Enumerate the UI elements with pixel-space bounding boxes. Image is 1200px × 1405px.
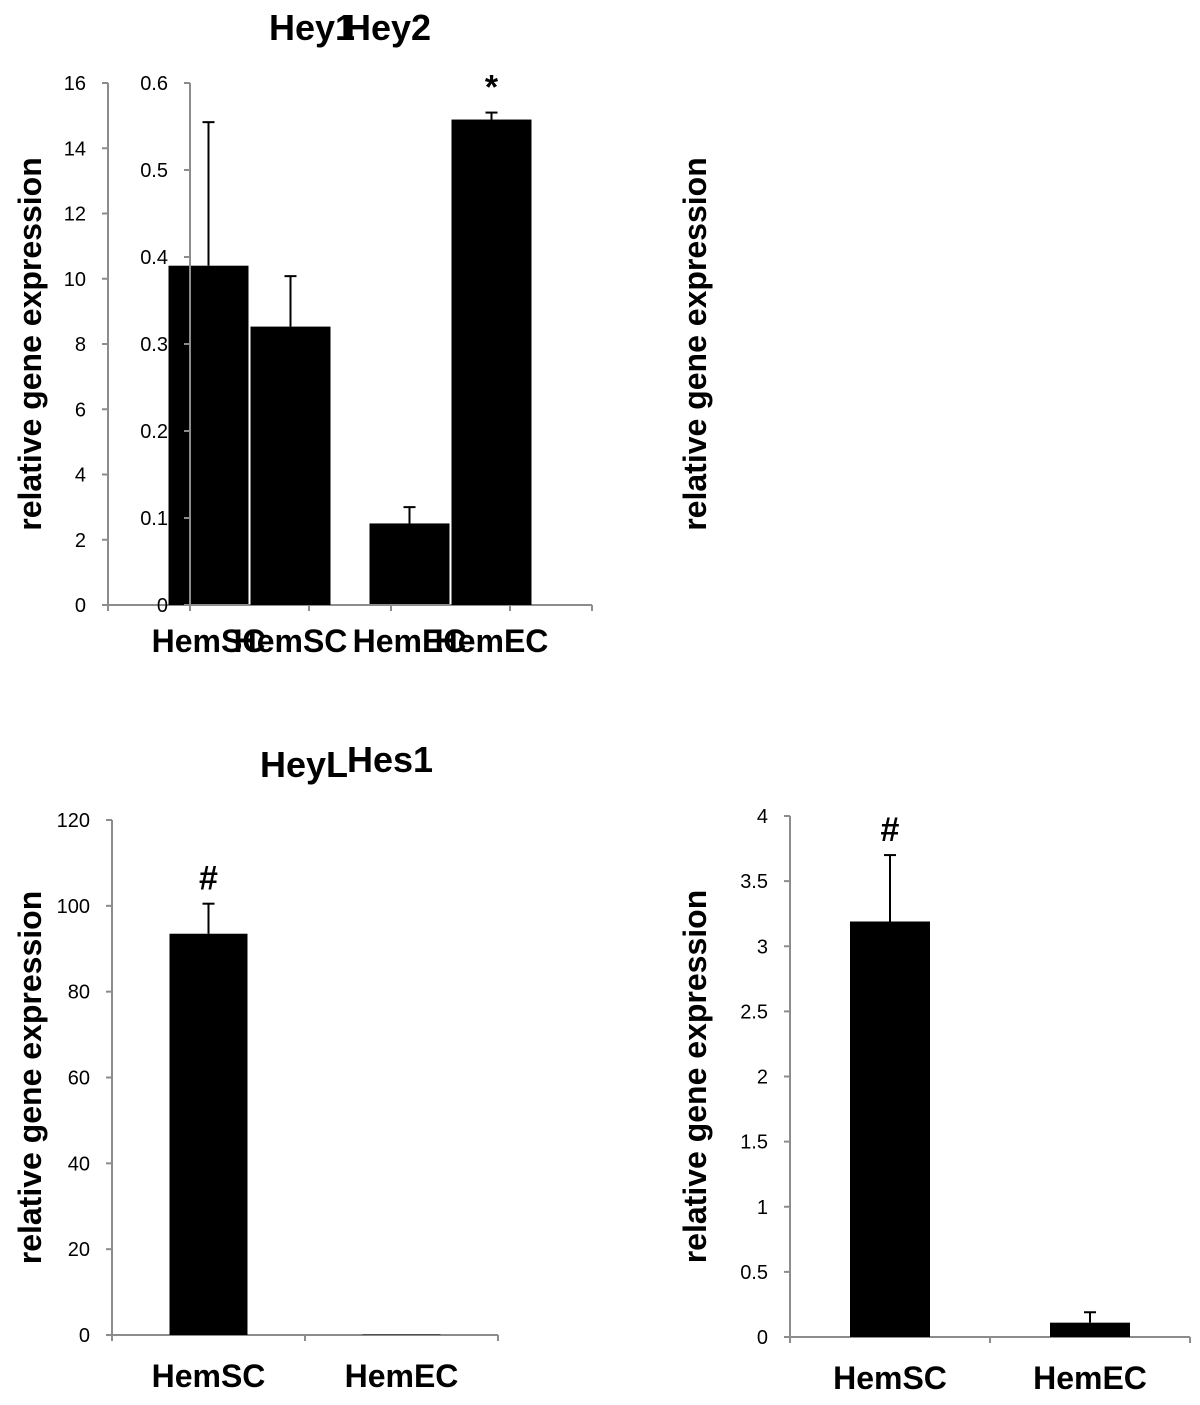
x-tick-label: HemSC: [833, 1360, 947, 1396]
y-axis-label: relative gene expression: [677, 890, 713, 1264]
y-axis-label: relative gene expression: [12, 157, 48, 531]
x-tick-label: HemSC: [152, 623, 266, 659]
bar-hemec: [1050, 1322, 1130, 1337]
chart-panel-hey1: Hey1 relative gene expression 0 2 4 6 8 10 12 14 1…: [0, 0, 600, 702]
y-tick-label: 0.4: [140, 247, 168, 269]
y-tick-label: 3: [757, 936, 768, 958]
chart-panel-heyl: HeyL relative gene expression 0 20 40 60 80 100…: [0, 702, 600, 1404]
chart-panel-hes1: Hes1 relative gene expression 0 0.5 1 1.5 2 2.5…: [347, 702, 1200, 1404]
bar-hemsc: [250, 326, 331, 605]
x-tick-label: HemEC: [345, 1358, 459, 1394]
y-tick-label: 16: [64, 73, 86, 95]
chart-svg: Hes1 relative gene expression 0 0.5 1 1.5 2 2.5…: [347, 739, 1191, 1396]
bar-hemsc: [168, 265, 249, 605]
y-tick-label: 0.1: [140, 508, 168, 530]
y-tick-label: 0.5: [740, 1262, 768, 1284]
y-tick-label: 6: [75, 399, 86, 421]
x-tick-label: HemEC: [353, 623, 467, 659]
y-tick-label: 120: [57, 810, 90, 832]
y-tick-label: 20: [68, 1239, 90, 1261]
y-tick-label: 0: [79, 1325, 90, 1347]
bar-hemsc: [169, 933, 248, 1335]
x-tick-label: HemEC: [1033, 1360, 1147, 1396]
y-tick-label: 4: [75, 465, 86, 487]
y-tick-label: 12: [64, 204, 86, 226]
bar-hemec: [451, 119, 532, 605]
y-tick-label: 3.5: [740, 871, 768, 893]
chart-panel-hey2: Hey2 relative gene expression 0 0.1 0.2 0.3 0.…: [140, 0, 1200, 702]
y-tick-label: 0.5: [140, 160, 168, 182]
y-tick-label: 0.3: [140, 334, 168, 356]
chart-title: HeyL: [260, 744, 348, 785]
y-tick-label: 4: [757, 806, 768, 828]
x-tick-label: HemEC: [435, 623, 549, 659]
chart-svg: Hey1 relative gene expression 0 2 4 6 8 10 12 14 1…: [12, 7, 511, 659]
chart-title: Hey2: [345, 7, 431, 48]
x-tick-label: HemSC: [152, 1358, 266, 1394]
y-tick-label: 100: [57, 896, 90, 918]
y-axis-label: relative gene expression: [12, 891, 48, 1265]
y-tick-label: 80: [68, 982, 90, 1004]
y-tick-label: 0.6: [140, 73, 168, 95]
chart-svg: HeyL relative gene expression 0 20 40 60 80 100…: [12, 744, 499, 1394]
significance-marker: #: [881, 811, 900, 849]
y-tick-label: 10: [64, 269, 86, 291]
y-tick-label: 60: [68, 1068, 90, 1090]
y-tick-label: 1: [757, 1197, 768, 1219]
y-tick-label: 8: [75, 334, 86, 356]
y-tick-label: 40: [68, 1153, 90, 1175]
chart-svg: Hey2 relative gene expression 0 0.1 0.2 0.3 0.…: [140, 7, 713, 659]
y-tick-label: 0: [75, 595, 86, 617]
y-tick-label: 0: [157, 595, 168, 617]
significance-marker: #: [199, 860, 218, 898]
y-axis-label: relative gene expression: [677, 157, 713, 531]
chart-title: Hes1: [347, 739, 433, 780]
y-tick-label: 2.5: [740, 1001, 768, 1023]
y-tick-label: 0.2: [140, 421, 168, 443]
chart-title: Hey1: [269, 7, 355, 48]
bar-hemsc: [850, 921, 930, 1337]
y-tick-label: 2: [757, 1067, 768, 1089]
y-tick-label: 2: [75, 530, 86, 552]
y-tick-label: 1.5: [740, 1132, 768, 1154]
y-tick-label: 14: [64, 138, 86, 160]
bar-hemec: [369, 523, 450, 605]
x-tick-label: HemSC: [234, 623, 348, 659]
significance-marker: *: [485, 69, 499, 107]
y-tick-label: 0: [757, 1327, 768, 1349]
